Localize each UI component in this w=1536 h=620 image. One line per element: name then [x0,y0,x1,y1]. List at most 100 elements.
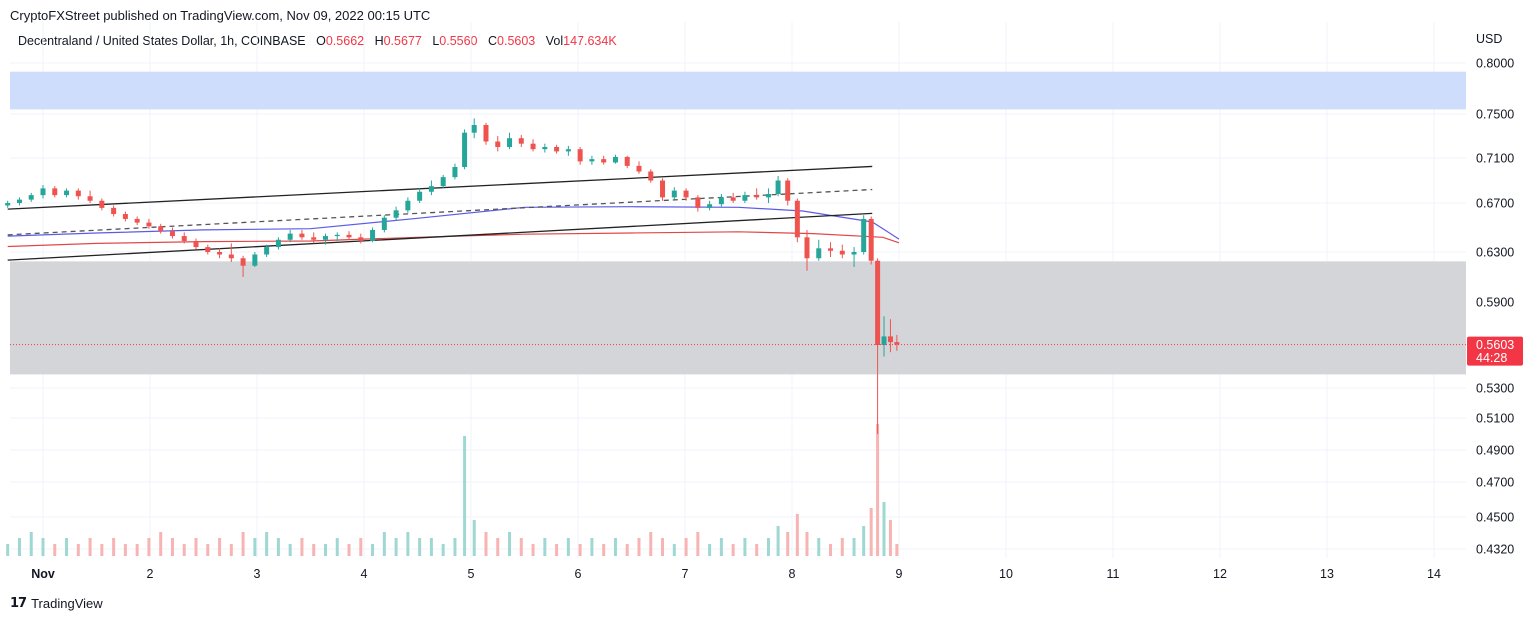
candle-body [868,218,874,261]
volume-bar [484,532,488,556]
volume-bar [531,544,535,556]
volume-bar [441,544,445,556]
candle-body [322,236,328,240]
candle-body [111,207,117,215]
close-label: C [488,34,498,48]
candle-body [695,197,701,208]
candle-body [311,237,317,240]
candle-body [707,204,713,208]
symbol-title[interactable]: Decentraland / United States Dollar, 1h,… [18,34,306,48]
volume-bar [743,538,747,556]
candle-body [530,143,536,150]
resistance-zone [10,71,1466,110]
volume-bar [418,538,422,556]
volume-bar [786,532,790,556]
candle-body [495,141,501,147]
volume-bar [323,544,327,556]
volume-bar [406,532,410,556]
candle-body [851,252,857,255]
time-axis[interactable]: Nov 2 3 4 5 6 7 8 9 10 11 12 13 14 [31,567,1441,581]
candle-body [134,218,140,223]
volume-bar [312,544,316,556]
volume-bar [241,532,245,556]
candle-body [181,236,187,241]
candle-body [671,190,677,198]
volume-bar [359,538,363,556]
volume-bar [817,538,821,556]
time-tick-label: 10 [999,567,1013,581]
candle-body [471,125,477,133]
price-zones [10,71,1466,375]
open-value: 0.5662 [325,34,365,48]
candle-body [839,250,845,255]
currency-label[interactable]: USD [1476,32,1503,46]
close-value: 0.5603 [497,34,536,48]
volume-bar [347,544,351,556]
volume-bar [840,538,844,556]
time-tick-label: 4 [361,567,368,581]
volume-bar [888,520,892,556]
candle-body [483,125,489,142]
volume-bar [265,532,269,556]
volume-bar [708,544,712,556]
tradingview-brand[interactable]: 17 TradingView [10,596,103,611]
price-tick-label: 0.4700 [1476,476,1514,490]
volume-bar [625,544,629,556]
candle-body [417,191,423,201]
candle-body [252,254,258,266]
volume-bars [6,424,899,556]
candle-body [64,190,70,196]
volume-bar [895,544,899,556]
volume-bar [882,502,886,556]
candle-body [554,147,560,152]
publisher-line: CryptoFXStreet published on TradingView.… [10,8,431,23]
high-value: 0.5677 [383,34,422,48]
candle-body [370,229,376,241]
candle-body [660,180,666,198]
volume-bar [496,538,500,556]
candle-body [612,156,618,163]
time-tick-label: 3 [254,567,261,581]
price-tag-countdown: 44:28 [1476,351,1507,365]
volume-bar [755,544,759,556]
candle-body [146,222,152,227]
volume-bar [170,538,174,556]
volume-bar [719,538,723,556]
price-tick-label: 0.7500 [1476,108,1514,122]
price-axis[interactable]: 0.8000 0.7500 0.7100 0.6700 0.6300 0.5900 0.53… [1476,57,1514,557]
volume-bar [229,544,233,556]
volume-bar [194,538,198,556]
volume-bar [382,532,386,556]
candle-body [5,203,11,206]
candle-body [264,247,270,255]
candle-body [275,239,281,248]
volume-bar [684,538,688,556]
candle-body [894,342,900,345]
candle-body [828,248,834,251]
blue-moving-average [7,206,900,240]
volume-bar [696,532,700,556]
price-tick-label: 0.7100 [1476,152,1514,166]
symbol-legend: Decentraland / United States Dollar, 1h,… [18,34,617,48]
volume-bar [159,532,163,556]
volume-bar [776,526,780,556]
price-tick-label: 0.4500 [1476,511,1514,525]
candle-body [217,252,223,255]
candle-body [683,190,689,198]
high-label: H [374,34,384,48]
price-tick-label: 0.5300 [1476,382,1514,396]
trend-line-solid [7,165,873,210]
volume-bar [555,544,559,556]
time-tick-label: Nov [31,567,55,581]
tradingview-logo-icon: 17 [10,596,27,611]
candle-body [601,159,607,163]
volume-bar [508,532,512,556]
price-tick-label: 0.6300 [1476,246,1514,260]
volume-bar [602,544,606,556]
time-tick-label: 8 [789,567,796,581]
volume-bar [463,436,467,556]
volume-bar [829,544,833,556]
volume-bar [862,526,866,556]
volume-bar [453,538,457,556]
